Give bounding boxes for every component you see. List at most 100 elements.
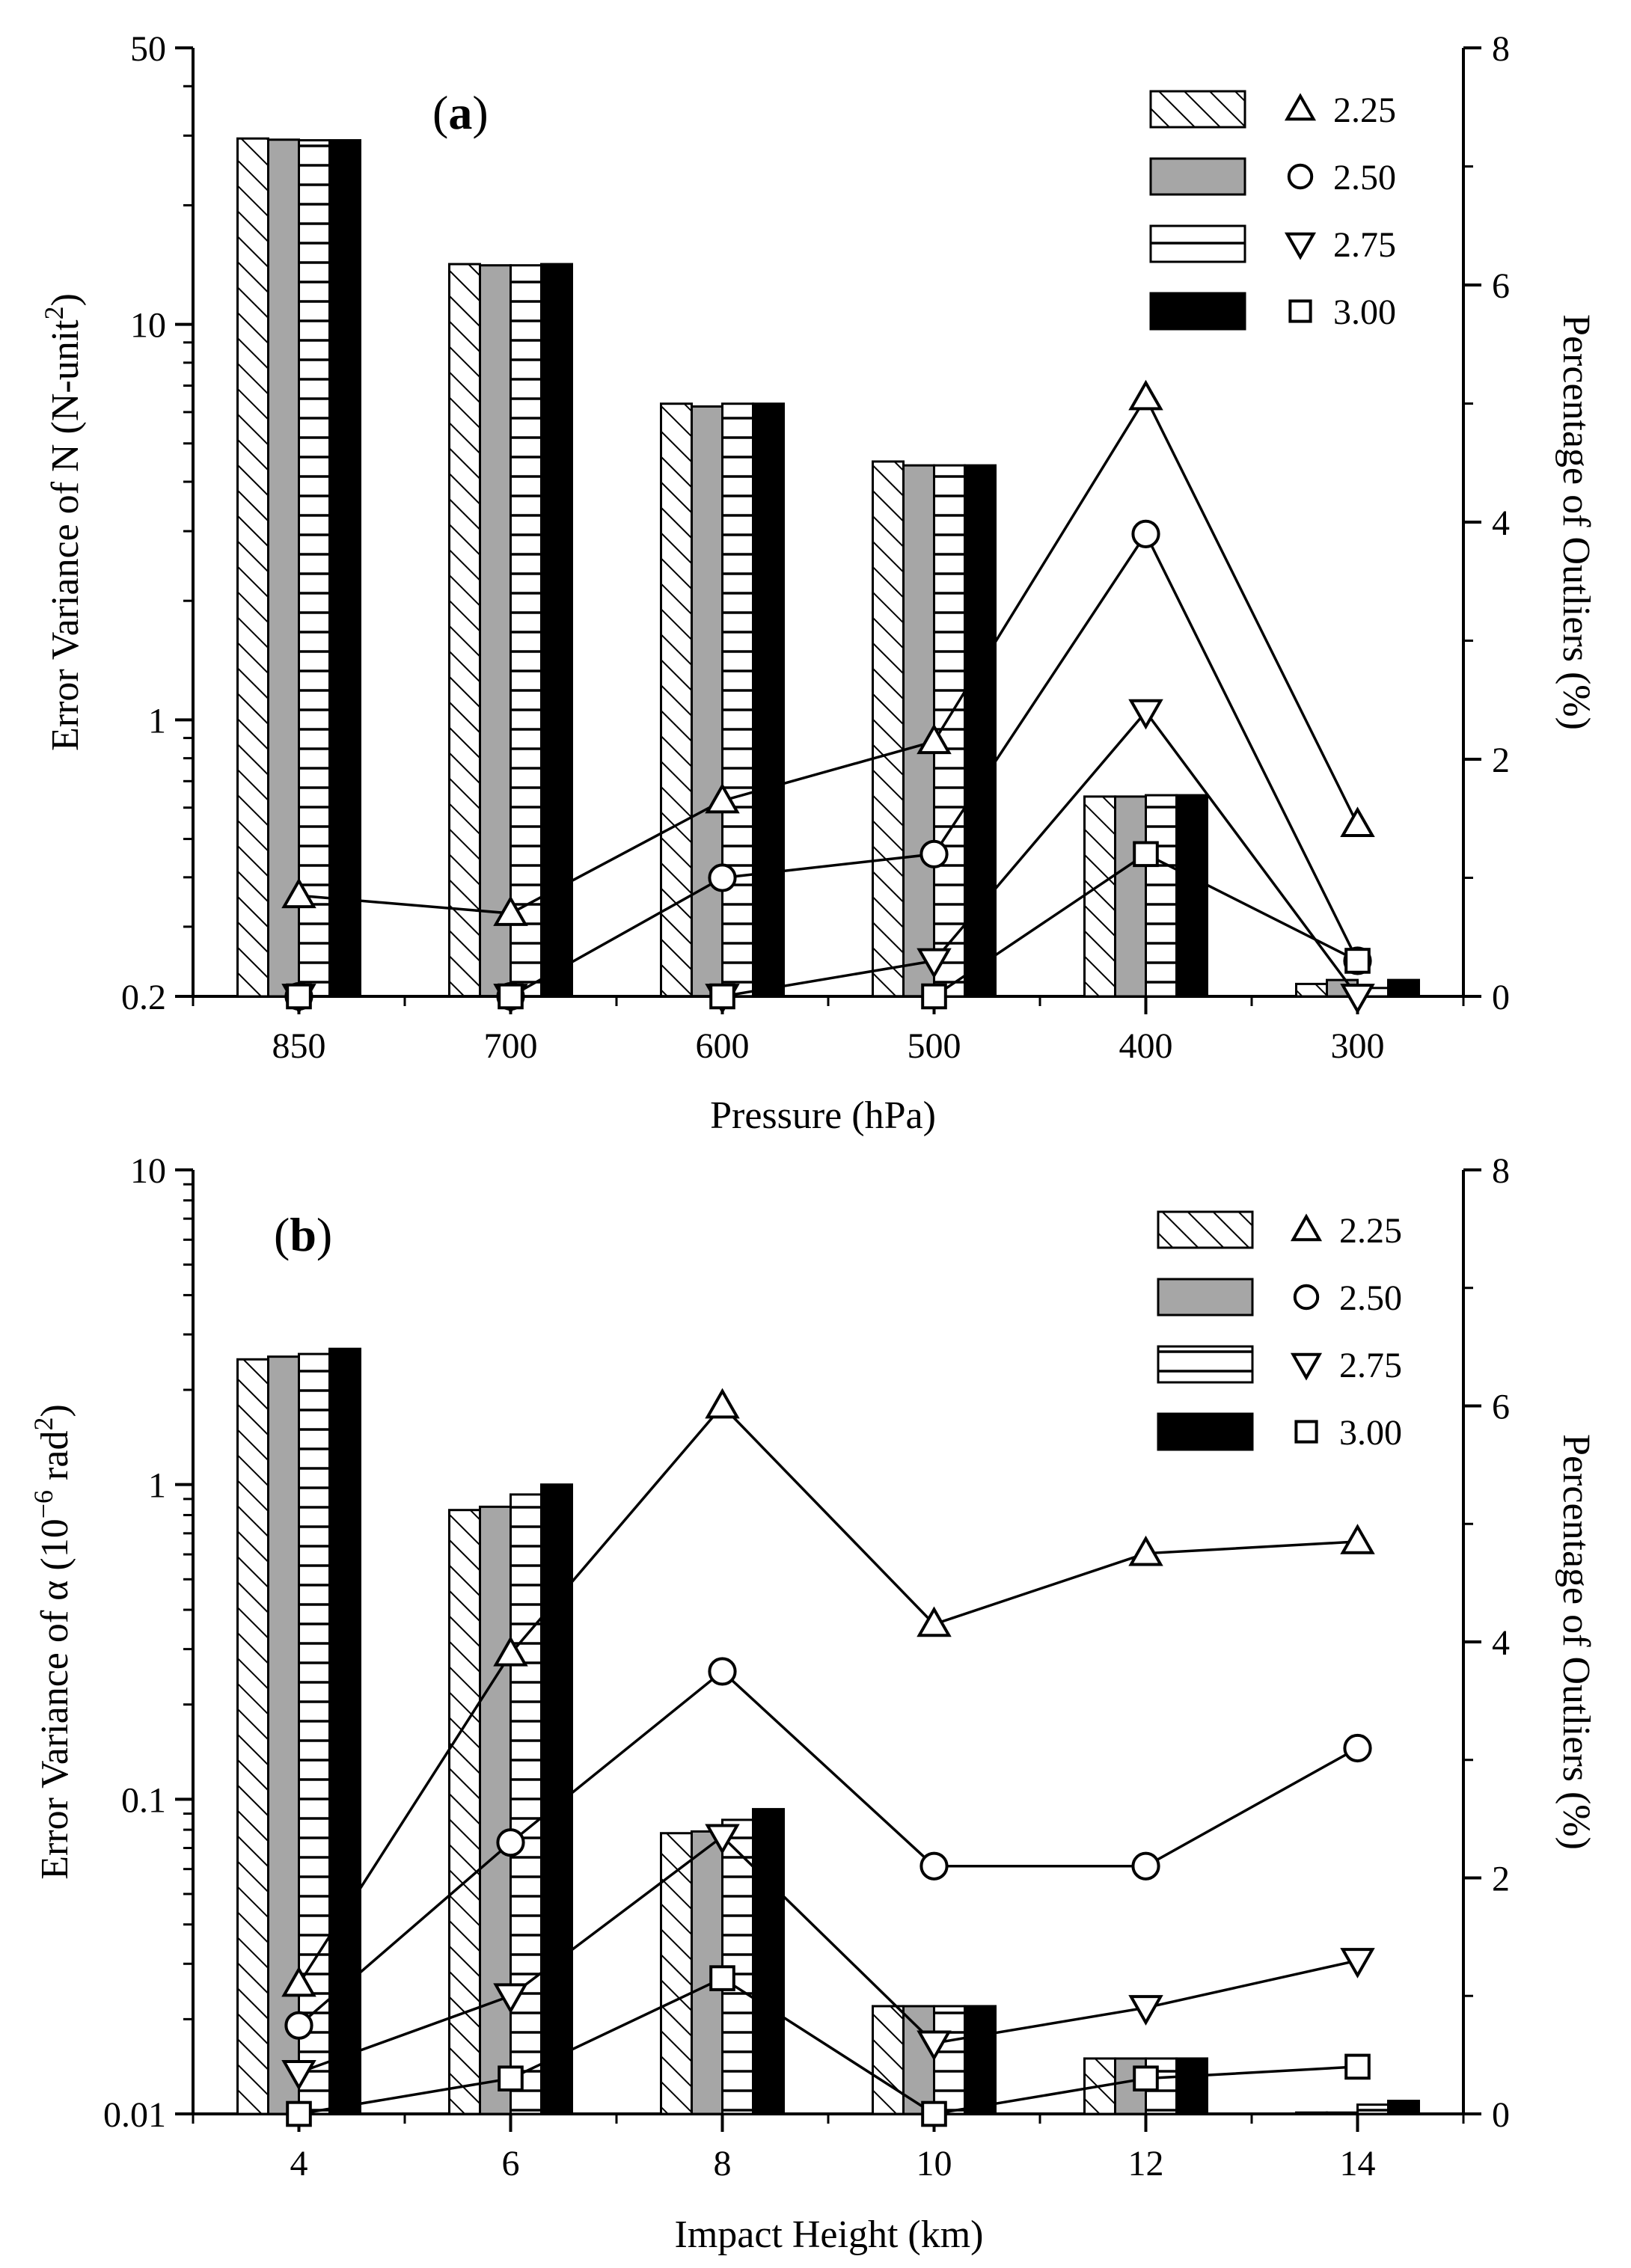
outlier-marker-triangle-up xyxy=(705,1388,740,1419)
panel-label-open: ( xyxy=(432,86,448,139)
right-tick-label: 2 xyxy=(1492,741,1510,780)
bar-black xyxy=(1387,978,1420,998)
panel-label: (b) xyxy=(274,1208,332,1261)
legend: 2.25 2.50 2.75 3.00 xyxy=(1157,1210,1402,1453)
bar-gray xyxy=(479,1505,512,2115)
bar-black xyxy=(752,1808,785,2115)
outlier-marker-triangle-down xyxy=(1128,699,1163,730)
x-tick-label: 6 xyxy=(502,2144,520,2183)
panel-label-letter: a xyxy=(448,86,472,139)
outlier-marker-triangle-up xyxy=(1128,379,1163,411)
bar-hatch-horizontal xyxy=(933,2005,966,2115)
bar-gray xyxy=(267,138,300,998)
legend-label: 2.50 xyxy=(1333,158,1396,197)
bar-hatch-diagonal xyxy=(660,402,693,998)
x-tick-label: 500 xyxy=(908,1026,961,1066)
x-tick-label: 10 xyxy=(917,2144,952,2183)
outlier-marker-triangle-up xyxy=(705,782,740,814)
bar-hatch-diagonal xyxy=(1083,795,1116,998)
legend-label: 2.25 xyxy=(1339,1211,1402,1251)
x-tick-label: 400 xyxy=(1119,1026,1173,1066)
bar-hatch-diagonal xyxy=(448,263,481,998)
legend-marker-square xyxy=(1288,299,1312,323)
legend-swatch-hatch-horizontal xyxy=(1157,1345,1254,1384)
outlier-marker-circle xyxy=(496,1828,525,1857)
panel-label-open: ( xyxy=(274,1208,290,1261)
outlier-marker-triangle-down xyxy=(917,2030,952,2062)
x-axis-title: Pressure (hPa) xyxy=(710,1094,936,1137)
outlier-line-triangle-up xyxy=(298,1403,1358,1985)
legend-marker-triangle-up xyxy=(1284,93,1317,121)
bar-hatch-diagonal xyxy=(1295,982,1328,998)
outlier-line-square xyxy=(299,1976,1358,2115)
outlier-marker-circle xyxy=(708,1657,737,1686)
bar-gray xyxy=(1114,795,1147,998)
legend-marker-triangle-up xyxy=(1290,1213,1323,1242)
left-tick-label: 50 xyxy=(130,29,166,69)
legend-label: 3.00 xyxy=(1333,292,1396,332)
right-tick-label: 2 xyxy=(1492,1860,1510,1899)
legend-label: 2.50 xyxy=(1339,1278,1402,1318)
bar-hatch-horizontal xyxy=(510,264,542,998)
legend-marker-triangle-down xyxy=(1290,1352,1323,1381)
x-tick-label: 4 xyxy=(290,2144,308,2183)
outlier-line-square xyxy=(299,852,1359,998)
bar-black xyxy=(1387,2100,1420,2115)
outlier-marker-square xyxy=(1133,2065,1159,2091)
outlier-marker-square xyxy=(709,983,735,1010)
outlier-marker-circle xyxy=(1343,1733,1372,1763)
right-tick-label: 0 xyxy=(1492,978,1510,1017)
outlier-line-triangle-up xyxy=(299,394,1359,915)
legend-label: 2.25 xyxy=(1333,91,1396,130)
panel-label-letter: b xyxy=(290,1208,316,1261)
outlier-line-triangle-down xyxy=(298,1834,1358,2074)
bar-hatch-diagonal xyxy=(236,1358,269,2115)
outlier-marker-square xyxy=(1344,948,1371,974)
bar-hatch-diagonal xyxy=(660,1832,693,2115)
outlier-marker-triangle-down xyxy=(281,2059,316,2091)
outlier-marker-triangle-up xyxy=(917,723,952,755)
legend-swatch-hatch-diagonal xyxy=(1157,1210,1254,1249)
bar-hatch-horizontal xyxy=(1356,2103,1389,2115)
bar-gray xyxy=(267,1355,300,2115)
right-tick-label: 4 xyxy=(1492,1623,1510,1663)
bar-black xyxy=(1175,794,1208,998)
y-axis-title: Error Variance of N (N-unit2) xyxy=(39,293,87,751)
y2-axis-title: Percentage of Outliers (%) xyxy=(1555,1434,1597,1850)
legend-swatch-hatch-horizontal xyxy=(1149,224,1246,263)
right-tick-label: 0 xyxy=(1492,2095,1510,2135)
y-axis-title-sup2: 2 xyxy=(28,1418,58,1431)
bar-hatch-horizontal xyxy=(298,1352,331,2115)
x-axis-title: Impact Height (km) xyxy=(675,2213,984,2256)
legend-swatch-gray xyxy=(1149,157,1246,196)
y-axis-title-sup: −6 xyxy=(28,1490,58,1518)
bar-gray xyxy=(479,264,512,998)
outlier-marker-triangle-down xyxy=(1340,1948,1375,1979)
panel-b-chart: 0.01 0.1 1 10 0 2 4 6 8 4 6 8 10 12 14 2.25 2.50 2.75 3.00… xyxy=(28,1151,1597,2256)
outlier-marker-triangle-up xyxy=(281,877,316,909)
outlier-marker-triangle-up xyxy=(493,895,528,926)
y-axis-title-close: ) xyxy=(44,293,87,306)
outlier-marker-square xyxy=(921,983,947,1010)
x-tick-label: 850 xyxy=(272,1026,326,1066)
bar-black xyxy=(328,1347,361,2115)
legend-swatch-hatch-diagonal xyxy=(1149,90,1246,129)
outlier-marker-triangle-up xyxy=(917,1606,952,1637)
outlier-marker-square xyxy=(1344,2053,1371,2080)
outlier-marker-triangle-down xyxy=(705,1824,740,1855)
bar-hatch-diagonal xyxy=(236,137,269,998)
panel-label-close: ) xyxy=(316,1208,332,1261)
bar-hatch-diagonal xyxy=(872,460,905,998)
legend-label: 2.75 xyxy=(1333,225,1396,265)
right-tick-label: 6 xyxy=(1492,1388,1510,1427)
bar-hatch-horizontal xyxy=(510,1493,542,2115)
outlier-marker-triangle-up xyxy=(1128,1535,1163,1566)
bar-hatch-diagonal xyxy=(1295,2111,1328,2115)
outlier-marker-square xyxy=(498,2065,524,2091)
bar-black xyxy=(540,1483,573,2115)
left-tick-label: 10 xyxy=(130,306,166,346)
outlier-marker-circle xyxy=(1131,1851,1160,1881)
bar-hatch-horizontal xyxy=(298,139,331,998)
